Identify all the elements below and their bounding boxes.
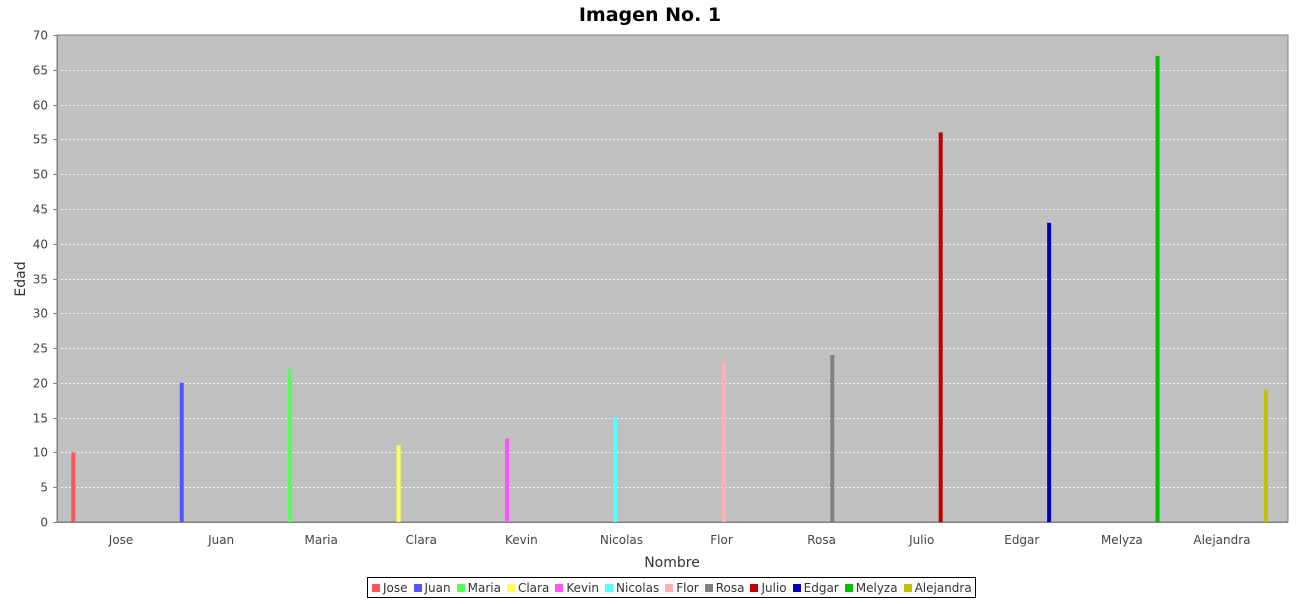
legend-label: Maria <box>467 580 501 595</box>
bar <box>1047 222 1052 523</box>
x-tick-label: Melyza <box>1101 533 1143 547</box>
plot-background <box>56 34 1289 523</box>
y-tick-labels: 0 5 10 15 20 25 30 35 40 45 50 55 60 65 70 <box>33 29 48 530</box>
bars <box>71 55 1268 523</box>
legend-label: Kevin <box>566 580 600 595</box>
legend-swatch <box>903 583 912 592</box>
y-tick-label: 45 <box>33 203 48 217</box>
x-tick-label: Jose <box>108 533 134 547</box>
legend-item: Kevin <box>553 581 599 595</box>
x-tick-labels: Jose Juan Maria Clara Kevin Nicolas Flor Rosa Ju… <box>108 533 1251 547</box>
y-tick-label: 25 <box>33 342 48 356</box>
x-tick-label: Edgar <box>1004 533 1039 547</box>
legend-label: Rosa <box>715 580 745 595</box>
y-axis-label: Edad <box>13 261 29 296</box>
legend-swatch <box>792 583 801 592</box>
legend-item: Maria <box>455 581 501 595</box>
legend-swatch <box>704 583 713 592</box>
axes <box>53 35 1288 523</box>
y-tick-label: 40 <box>33 238 48 252</box>
x-tick-label: Juan <box>207 533 234 547</box>
bar <box>396 445 401 522</box>
legend-label: Juan <box>424 580 451 595</box>
x-tick-label: Julio <box>908 533 934 547</box>
legend-swatch <box>844 583 853 592</box>
bar <box>938 132 943 522</box>
legend-item: Rosa <box>703 580 745 595</box>
x-axis-label: Nombre <box>644 555 700 571</box>
legend-label: Flor <box>676 580 699 595</box>
legend-item: Alejandra <box>902 581 972 595</box>
y-tick-label: 15 <box>33 412 48 426</box>
bar <box>1263 389 1268 522</box>
y-tick-label: 60 <box>33 99 48 113</box>
bar <box>288 368 293 522</box>
y-tick-label: 70 <box>33 29 48 43</box>
bar <box>721 361 726 522</box>
legend-label: Jose <box>383 580 408 595</box>
x-tick-label: Clara <box>406 533 437 547</box>
legend-swatch <box>413 583 422 592</box>
legend-swatch <box>506 583 515 592</box>
y-tick-label: 50 <box>33 168 48 182</box>
legend-swatch <box>456 583 465 592</box>
legend-item: Julio <box>748 580 787 595</box>
legend-item: Clara <box>505 581 549 595</box>
bar <box>830 355 835 522</box>
legend-label: Nicolas <box>616 580 660 595</box>
y-tick-label: 55 <box>33 133 48 147</box>
y-tick-label: 65 <box>33 64 48 78</box>
y-tick-label: 0 <box>40 516 48 530</box>
x-tick-label: Flor <box>710 533 733 547</box>
chart-title: Imagen No. 1 <box>579 4 721 26</box>
legend-item: Jose <box>370 581 408 595</box>
x-tick-label: Kevin <box>505 533 538 547</box>
legend-swatch <box>605 583 614 592</box>
gridlines <box>57 70 1288 488</box>
legend: Jose Juan Maria Clara Kevin Nicolas Flor Rosa Ju… <box>367 577 976 598</box>
legend-item: Nicolas <box>603 581 659 595</box>
legend-label: Julio <box>761 580 787 595</box>
legend-label: Alejandra <box>914 580 972 595</box>
legend-item: Juan <box>412 581 451 595</box>
y-tick-label: 30 <box>33 307 48 321</box>
x-tick-label: Rosa <box>807 533 836 547</box>
legend-label: Melyza <box>855 580 898 595</box>
legend-item: Melyza <box>843 581 898 595</box>
legend-swatch <box>750 583 759 592</box>
x-tick-label: Maria <box>305 533 338 547</box>
bar <box>71 452 76 522</box>
y-tick-label: 10 <box>33 446 48 460</box>
x-tick-label: Nicolas <box>600 533 643 547</box>
legend-swatch <box>665 583 674 592</box>
legend-label: Edgar <box>803 580 839 595</box>
bar <box>504 438 509 522</box>
legend-swatch <box>555 583 564 592</box>
bar <box>1155 55 1160 522</box>
x-tick-label: Alejandra <box>1193 533 1250 547</box>
bar <box>613 417 618 522</box>
legend-item: Edgar <box>791 581 839 595</box>
y-tick-label: 20 <box>33 377 48 391</box>
y-tick-label: 5 <box>40 481 48 495</box>
y-tick-label: 35 <box>33 273 48 287</box>
legend-item: Flor <box>663 581 699 595</box>
bar <box>179 382 184 522</box>
legend-swatch <box>372 583 380 592</box>
legend-label: Clara <box>517 580 550 595</box>
